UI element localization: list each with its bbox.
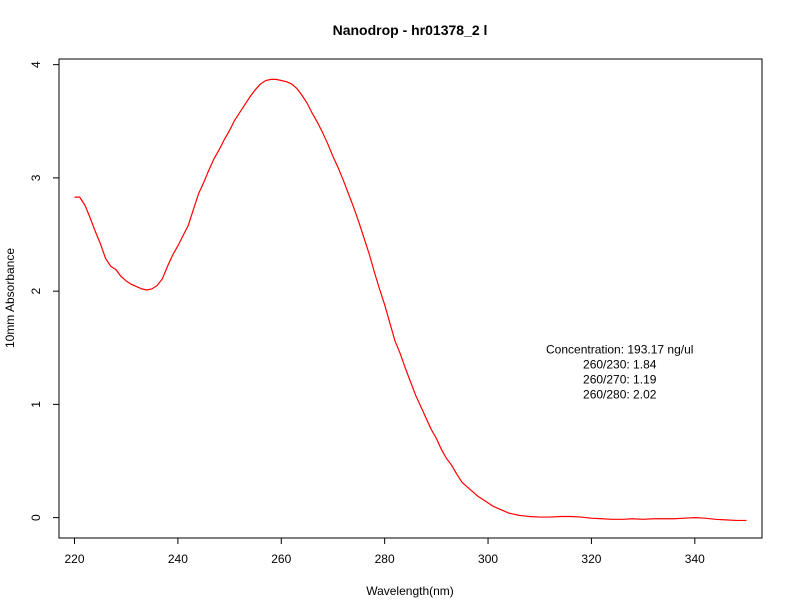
annotation-line: 260/230: 1.84 [583,357,657,371]
x-tick-label: 240 [168,552,188,566]
x-axis-label: Wavelength(nm) [366,584,454,598]
x-tick-label: 300 [478,552,498,566]
absorbance-line [74,78,747,522]
x-tick-label: 220 [64,552,84,566]
y-tick-label: 3 [29,174,43,181]
annotation-line: 260/280: 2.02 [583,387,657,401]
y-axis-label: 10mm Absorbance [3,248,17,348]
y-axis: 0 1 2 3 4 [29,61,59,521]
plot-frame [58,58,763,539]
y-tick-label: 1 [29,401,43,408]
x-tick-label: 320 [581,552,601,566]
y-tick-label: 4 [29,61,43,68]
y-tick-label: 2 [29,287,43,294]
chart-title: Nanodrop - hr01378_2 l [333,22,488,38]
y-tick-label: 0 [29,514,43,521]
x-tick-label: 260 [271,552,291,566]
x-axis: 220 240 260 280 300 320 340 [64,538,705,566]
annotation-line: Concentration: 193.17 ng/ul [546,342,693,356]
x-tick-label: 340 [685,552,705,566]
annotation-line: 260/270: 1.19 [583,372,657,386]
x-tick-label: 280 [375,552,395,566]
